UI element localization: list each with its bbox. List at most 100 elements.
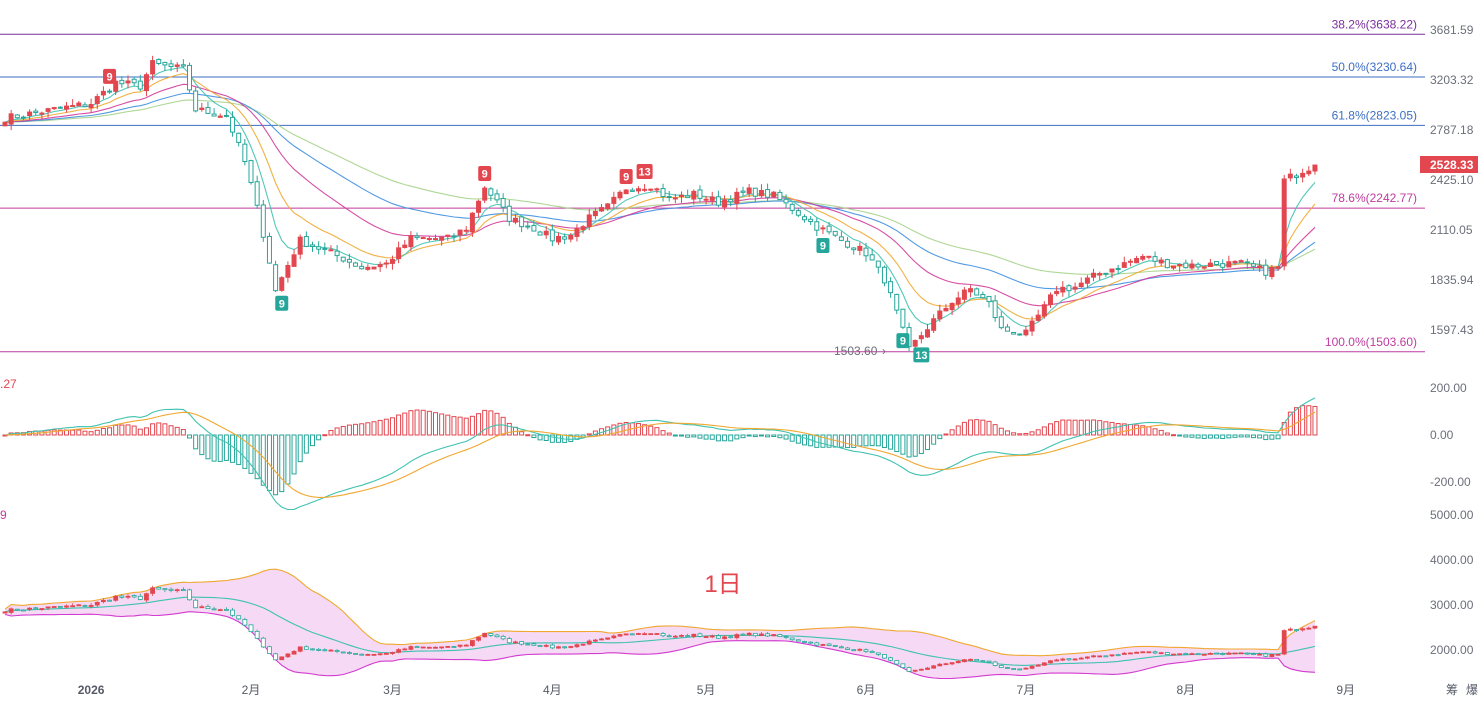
candle: [611, 191, 617, 208]
price-tick-label: 3203.32: [1430, 73, 1474, 87]
macd-bar: [888, 434, 894, 450]
band-candle: [260, 636, 266, 649]
corner-label-chips[interactable]: 筹: [1446, 683, 1458, 697]
band-candle: [918, 668, 924, 671]
candle: [445, 234, 451, 241]
macd-bar: [703, 434, 709, 440]
band-candle: [180, 587, 186, 592]
band-candles: [2, 585, 1318, 673]
candle: [500, 193, 506, 213]
macd-bar: [119, 424, 125, 436]
candle: [1035, 309, 1041, 322]
candle: [592, 207, 598, 220]
band-candle: [1244, 652, 1250, 655]
macd-bar: [107, 427, 113, 436]
candle: [568, 233, 574, 243]
macd-bar: [531, 434, 537, 438]
last-price-box: [1420, 156, 1478, 173]
band-candle: [463, 644, 469, 647]
band-candle: [205, 604, 211, 610]
macd-bar: [346, 424, 352, 436]
band-candle: [617, 633, 623, 637]
band-candle: [310, 648, 315, 651]
candle: [777, 189, 783, 201]
macd-bar: [1072, 419, 1078, 436]
band-candle: [691, 633, 697, 639]
ma-long-line: [4, 92, 1316, 290]
band-candle: [974, 658, 980, 662]
macd-bar: [642, 424, 648, 436]
macd-dif-line: [4, 397, 1316, 511]
candle: [556, 232, 561, 245]
macd-bar: [869, 434, 875, 447]
macd-bar: [685, 434, 691, 438]
candle: [76, 101, 82, 107]
macd-bar: [205, 434, 211, 460]
band-candle: [925, 666, 930, 670]
month-label: 2026: [78, 683, 105, 697]
band-candle: [1214, 652, 1219, 655]
candle: [623, 189, 629, 195]
macd-bar: [691, 434, 697, 438]
macd-bar: [377, 419, 383, 436]
ma-longest-line: [4, 99, 1316, 275]
band-candle: [21, 609, 26, 612]
macd-bar: [316, 434, 322, 441]
macd-bar: [408, 410, 414, 436]
svg-text:13: 13: [638, 166, 650, 178]
macd-bar: [549, 434, 555, 443]
candle: [512, 213, 518, 225]
month-label: 2月: [242, 683, 261, 697]
macd-bar: [1060, 419, 1066, 436]
candle: [346, 253, 352, 269]
macd-bar: [426, 410, 432, 436]
band-candle: [476, 636, 481, 642]
candle: [562, 233, 568, 245]
candle: [820, 224, 826, 235]
svg-text:9: 9: [900, 336, 906, 348]
candle: [752, 187, 758, 202]
macd-bar: [1035, 429, 1041, 436]
macd-bar: [396, 414, 402, 436]
candle: [420, 236, 426, 240]
corner-label-burst[interactable]: 爆: [1466, 683, 1478, 697]
candle: [1078, 277, 1084, 288]
band-candle: [150, 585, 156, 596]
band-candle: [1029, 665, 1035, 670]
candle: [1023, 325, 1029, 337]
candle: [869, 248, 875, 261]
candle: [211, 108, 217, 117]
macd-bar: [586, 433, 592, 436]
candle: [1244, 258, 1250, 269]
band-candle: [365, 653, 371, 656]
macd-bar: [113, 424, 119, 436]
macd-bar: [125, 424, 131, 436]
candle: [328, 245, 334, 252]
macd-bar: [1250, 434, 1256, 439]
candle: [414, 232, 420, 241]
candle: [383, 259, 389, 269]
ma-fast-line: [4, 67, 1316, 328]
band-candle: [1048, 660, 1053, 664]
candle: [961, 287, 967, 303]
macd-bar: [328, 429, 334, 436]
band-candle: [568, 645, 574, 649]
candle: [254, 175, 260, 209]
macd-bar: [1041, 426, 1047, 436]
macd-bar: [1115, 423, 1121, 436]
band-candle: [654, 633, 660, 635]
band-candle: [986, 660, 992, 664]
band-candle: [832, 645, 838, 647]
macd-bar: [998, 427, 1004, 436]
candle: [266, 232, 272, 264]
band-candle: [1257, 652, 1262, 656]
candle: [1041, 301, 1047, 319]
macd-bar: [974, 419, 980, 436]
macd-bar: [1084, 419, 1090, 436]
candle: [488, 187, 494, 201]
band-candle: [328, 648, 334, 652]
band-candle: [1152, 650, 1158, 655]
macd-bar: [1263, 434, 1269, 441]
band-candle: [267, 645, 272, 654]
